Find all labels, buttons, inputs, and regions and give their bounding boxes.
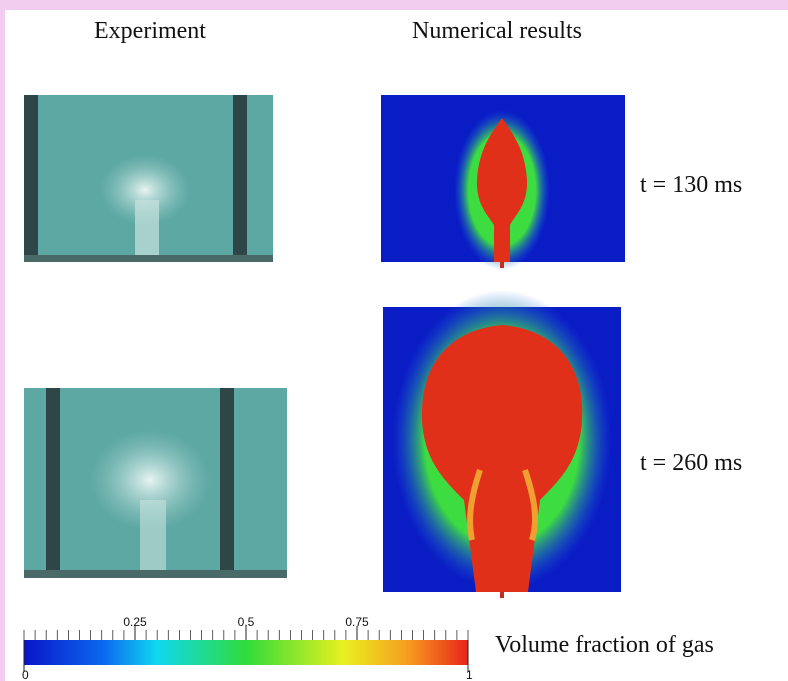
tick-label: 0.25 [123, 615, 147, 629]
experiment-photo [24, 388, 287, 578]
time-label: t = 260 ms [640, 450, 742, 476]
column-title: Experiment [94, 18, 206, 44]
tick-label: 1 [466, 668, 473, 681]
simulation-image [383, 290, 621, 598]
tick-label: 0 [22, 668, 29, 681]
simulation-image [381, 95, 625, 270]
time-label: t = 130 ms [640, 172, 742, 198]
experiment-photo [24, 95, 273, 262]
tick-label: 0.75 [345, 615, 369, 629]
figure: Experiment Numerical results t = 130 ms … [0, 0, 788, 681]
page: Experiment Numerical results t = 130 ms … [0, 0, 788, 681]
column-title: Numerical results [412, 18, 582, 44]
colorbar [24, 640, 468, 665]
tick-label: 0.5 [238, 615, 255, 629]
colorbar-label: Volume fraction of gas [495, 632, 714, 658]
